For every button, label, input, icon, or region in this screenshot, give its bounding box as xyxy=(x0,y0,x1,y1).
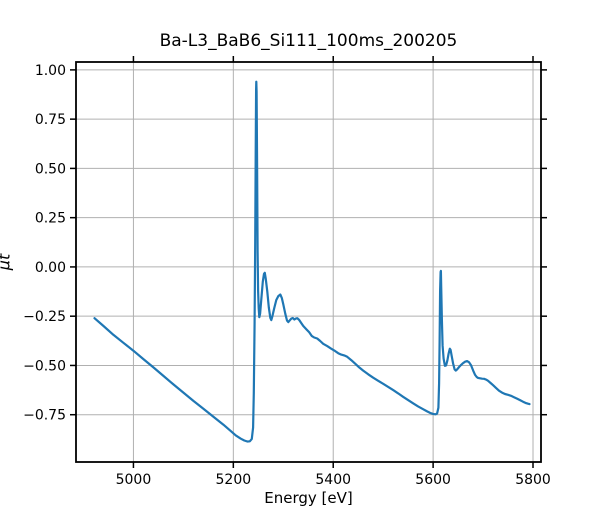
y-tick-label: 0.25 xyxy=(35,211,66,227)
x-tick-label: 5600 xyxy=(415,472,451,488)
x-tick-label: 5800 xyxy=(515,472,551,488)
y-tick-label: −0.50 xyxy=(23,358,66,374)
y-tick-label: −0.25 xyxy=(23,309,66,325)
x-tick-label: 5000 xyxy=(116,472,152,488)
x-tick-label: 5400 xyxy=(315,472,351,488)
y-tick-label: −0.75 xyxy=(23,408,66,424)
spectrum-line xyxy=(93,80,531,443)
y-axis-label: μt xyxy=(0,253,14,271)
plot-title: Ba-L3_BaB6_Si111_100ms_200205 xyxy=(159,31,458,51)
y-tick-label: 0.75 xyxy=(35,112,66,128)
x-tick-label: 5200 xyxy=(216,472,252,488)
axes-spines xyxy=(75,61,542,463)
x-axis-label: Energy [eV] xyxy=(264,489,353,507)
y-tick-label: 0.50 xyxy=(35,161,66,177)
y-tick-label: 0.00 xyxy=(35,260,66,276)
y-tick-label: 1.00 xyxy=(35,63,66,79)
